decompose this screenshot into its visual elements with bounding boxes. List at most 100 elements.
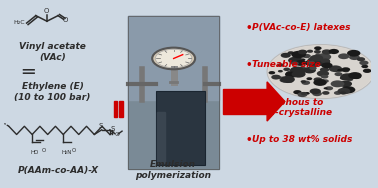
Circle shape <box>152 48 195 69</box>
Circle shape <box>314 59 327 66</box>
Circle shape <box>300 58 305 61</box>
Circle shape <box>322 49 332 55</box>
Circle shape <box>335 72 342 76</box>
Circle shape <box>361 65 368 68</box>
Text: HO: HO <box>30 150 39 155</box>
Circle shape <box>298 50 307 55</box>
Circle shape <box>315 53 321 56</box>
Circle shape <box>285 72 297 77</box>
Circle shape <box>320 67 329 72</box>
Circle shape <box>307 60 315 65</box>
Circle shape <box>310 88 321 94</box>
Circle shape <box>279 77 285 80</box>
Circle shape <box>331 80 344 87</box>
Circle shape <box>328 49 339 54</box>
Text: Emulsion
polymerization: Emulsion polymerization <box>135 160 211 180</box>
Circle shape <box>313 79 327 86</box>
Circle shape <box>340 73 355 80</box>
Circle shape <box>317 53 331 61</box>
Circle shape <box>316 58 330 65</box>
Circle shape <box>323 75 327 77</box>
Text: Vinyl acetate
(VAc): Vinyl acetate (VAc) <box>19 42 86 62</box>
Circle shape <box>268 71 275 74</box>
Circle shape <box>307 50 313 53</box>
Circle shape <box>155 49 192 68</box>
Circle shape <box>302 80 310 85</box>
Circle shape <box>320 79 325 81</box>
Circle shape <box>363 69 372 73</box>
Circle shape <box>338 88 350 94</box>
Text: O: O <box>42 149 46 153</box>
Circle shape <box>321 63 333 68</box>
Bar <box>113 101 117 117</box>
Circle shape <box>288 70 296 74</box>
Circle shape <box>325 86 333 90</box>
Circle shape <box>314 46 322 50</box>
Circle shape <box>340 76 347 80</box>
Circle shape <box>305 60 316 66</box>
Circle shape <box>309 63 318 67</box>
Circle shape <box>322 91 330 95</box>
Polygon shape <box>267 82 285 121</box>
Circle shape <box>334 91 342 95</box>
Circle shape <box>293 90 302 94</box>
Circle shape <box>308 66 314 69</box>
Text: Up to 38 wt% solids: Up to 38 wt% solids <box>252 135 353 144</box>
Text: ═: ═ <box>23 63 34 82</box>
Circle shape <box>345 74 356 79</box>
Text: Amorphous to
semi-crystalline: Amorphous to semi-crystalline <box>252 98 333 117</box>
Bar <box>155 92 205 165</box>
Circle shape <box>347 50 361 57</box>
Circle shape <box>309 66 317 70</box>
Circle shape <box>321 75 328 79</box>
Circle shape <box>337 69 343 72</box>
Circle shape <box>310 55 323 61</box>
Text: H₂C: H₂C <box>13 20 25 25</box>
Bar <box>157 112 165 163</box>
Circle shape <box>291 62 297 65</box>
Circle shape <box>321 58 330 63</box>
Bar <box>129 16 219 169</box>
Circle shape <box>339 80 352 87</box>
Text: S: S <box>111 126 115 132</box>
Circle shape <box>348 72 362 79</box>
Circle shape <box>288 51 294 55</box>
Circle shape <box>290 67 305 74</box>
Circle shape <box>291 61 299 65</box>
Circle shape <box>323 50 328 52</box>
Circle shape <box>283 67 290 71</box>
Circle shape <box>291 70 305 78</box>
Circle shape <box>356 76 359 78</box>
Circle shape <box>269 45 373 98</box>
Circle shape <box>297 92 307 97</box>
Circle shape <box>307 57 322 64</box>
Circle shape <box>313 59 321 63</box>
Bar <box>223 89 267 114</box>
Circle shape <box>307 77 312 80</box>
Circle shape <box>311 66 315 68</box>
Bar <box>129 16 219 100</box>
Text: •: • <box>245 98 252 108</box>
Text: Tuneable size: Tuneable size <box>252 60 321 69</box>
Circle shape <box>324 87 328 89</box>
Circle shape <box>302 54 311 58</box>
Text: O: O <box>114 132 119 137</box>
Circle shape <box>317 70 329 77</box>
Circle shape <box>290 67 304 74</box>
Circle shape <box>301 80 306 83</box>
Circle shape <box>341 69 346 72</box>
Text: O: O <box>71 149 76 153</box>
Circle shape <box>301 92 307 95</box>
Bar <box>129 16 219 169</box>
Circle shape <box>314 50 321 54</box>
Circle shape <box>288 57 303 64</box>
Circle shape <box>288 59 295 62</box>
Circle shape <box>277 63 284 67</box>
Circle shape <box>279 77 290 83</box>
Circle shape <box>357 57 365 61</box>
Circle shape <box>303 67 316 74</box>
Circle shape <box>285 70 299 77</box>
Circle shape <box>341 67 350 72</box>
Text: P(VAc-co-E) latexes: P(VAc-co-E) latexes <box>252 23 351 32</box>
Text: P(AAm-co-AA)-X: P(AAm-co-AA)-X <box>17 166 99 175</box>
